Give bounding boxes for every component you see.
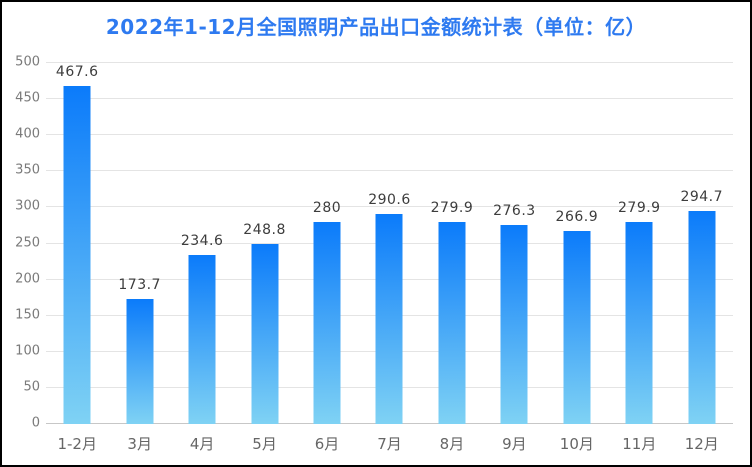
y-tick-label: 250	[15, 235, 40, 250]
x-tick-label: 9月	[502, 435, 527, 453]
x-tick-label: 5月	[252, 435, 277, 453]
x-tick-label: 11月	[622, 435, 657, 453]
bar-slot: 290.6 7月	[358, 63, 420, 453]
value-label: 279.9	[430, 199, 474, 216]
x-tick-label: 4月	[189, 435, 215, 453]
bar	[313, 221, 341, 424]
value-label: 173.7	[118, 276, 161, 293]
x-tick-label: 12月	[684, 435, 719, 453]
bar	[188, 254, 216, 424]
bar	[375, 214, 403, 424]
y-tick-label: 0	[31, 415, 40, 431]
bar	[563, 231, 591, 424]
bar-slot: 279.9 11月	[608, 63, 670, 453]
bar-slot: 467.6 1-2月	[46, 63, 108, 453]
x-tick-label: 1-2月	[57, 435, 97, 453]
bar-slot: 248.8 5月	[233, 63, 295, 453]
value-label: 294.7	[680, 189, 724, 206]
bar-slot: 276.3 9月	[483, 63, 545, 453]
gridline: 450	[15, 91, 733, 106]
bar-slot: 173.7 3月	[108, 63, 170, 453]
value-label: 279.9	[618, 199, 661, 216]
bar	[625, 221, 653, 424]
x-tick-label: 7月	[377, 435, 402, 453]
bar-slot: 234.6 4月	[171, 63, 233, 453]
plot-area: 0 50 100 150 200 250 300 350 400 450 500 467.6 1-2月 1…	[15, 55, 733, 453]
bar	[63, 86, 91, 424]
value-label: 280	[312, 199, 342, 216]
chart-title: 2022年1-12月全国照明产品出口金额统计表（单位：亿）	[105, 15, 647, 39]
value-label: 248.8	[243, 222, 286, 239]
x-tick-label: 3月	[127, 435, 152, 453]
value-label: 276.3	[493, 202, 536, 219]
value-label: 266.9	[555, 209, 599, 226]
bar	[438, 221, 466, 424]
value-label: 234.6	[180, 232, 224, 249]
y-tick-label: 500	[15, 54, 40, 70]
x-tick-label: 8月	[439, 435, 465, 453]
bar	[251, 244, 279, 424]
y-tick-label: 350	[15, 162, 40, 178]
y-tick-label: 450	[15, 90, 40, 106]
gridline: 300	[15, 199, 733, 214]
x-tick-label: 6月	[314, 435, 340, 453]
gridline: 350	[15, 163, 733, 178]
x-tick-label: 10月	[559, 435, 594, 453]
bar-slot: 279.9 8月	[421, 63, 483, 453]
y-tick-label: 150	[15, 307, 40, 323]
bar	[126, 298, 154, 424]
y-tick-label: 200	[15, 271, 40, 287]
bar	[500, 224, 528, 424]
value-label: 467.6	[55, 64, 99, 81]
bar-slot: 294.7 12月	[671, 63, 733, 453]
bar-slot: 280 6月	[296, 63, 358, 453]
value-label: 290.6	[368, 192, 411, 209]
y-tick-label: 300	[15, 198, 40, 214]
y-tick-label: 400	[15, 126, 40, 142]
y-tick-label: 100	[15, 343, 40, 359]
gridline: 400	[15, 127, 733, 142]
bar-slot: 266.9 10月	[546, 63, 608, 453]
bar	[688, 211, 716, 424]
y-tick-label: 50	[23, 379, 40, 395]
gridline: 500	[15, 55, 733, 70]
